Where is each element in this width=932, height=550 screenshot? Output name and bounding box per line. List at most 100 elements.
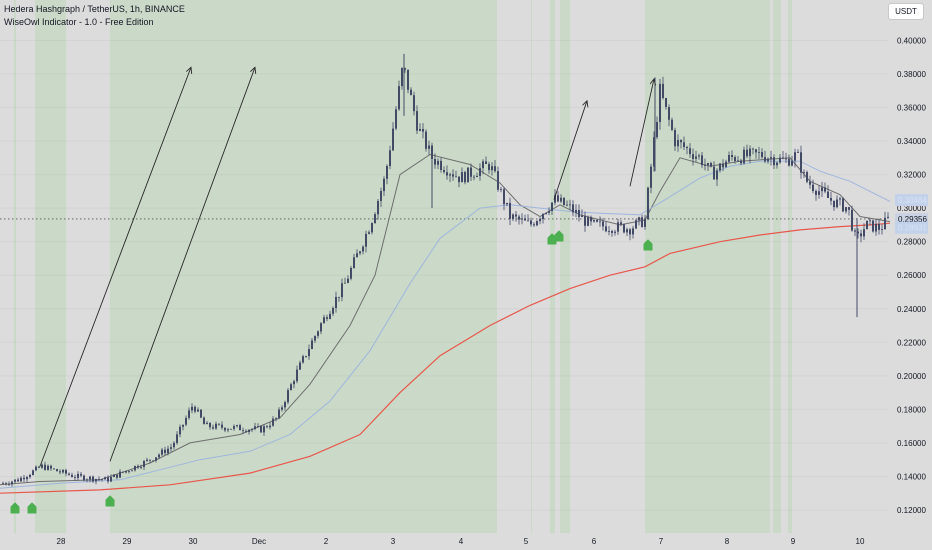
candles (2, 53, 889, 487)
candle-160 (482, 159, 484, 175)
candle-100 (302, 354, 304, 364)
candle-291 (875, 219, 877, 236)
y-tick-label-0: 0.40000 (897, 36, 926, 45)
candle-108 (326, 314, 328, 322)
candle-216 (650, 163, 652, 194)
candle-75 (227, 427, 229, 433)
candle-127 (383, 176, 385, 196)
candle-263 (791, 155, 793, 167)
candle-181 (545, 212, 547, 215)
candle-70 (212, 424, 214, 430)
candle-38 (116, 474, 118, 480)
grid (0, 218, 888, 220)
candle-33 (101, 478, 103, 482)
candle-48 (146, 457, 148, 462)
candle-144 (434, 153, 436, 169)
candle-7 (23, 475, 25, 483)
candle-277 (833, 200, 835, 211)
price-axis: 0.40000 0.38000 0.36000 0.34000 0.32000 0.300… (897, 36, 926, 515)
candle-32 (98, 476, 100, 481)
y-tick-label-8: 0.24000 (897, 305, 926, 314)
candle-138 (416, 105, 418, 134)
candle-13 (41, 463, 43, 469)
candle-179 (539, 217, 541, 225)
candle-290 (872, 220, 874, 233)
candle-161 (485, 156, 487, 165)
candle-246 (740, 158, 742, 166)
candle-17 (53, 468, 55, 470)
indicator-label[interactable]: WiseOwl Indicator - 1.0 - Free Edition (4, 17, 154, 27)
candle-194 (584, 211, 586, 232)
candle-170 (512, 213, 514, 222)
y-tick-label-4: 0.32000 (897, 171, 926, 180)
candle-234 (704, 158, 706, 171)
candle-118 (356, 249, 358, 258)
candle-43 (131, 469, 133, 472)
candle-111 (335, 291, 337, 313)
candle-237 (713, 161, 715, 180)
candle-233 (701, 152, 703, 169)
candle-149 (449, 172, 451, 183)
y-tick-label-12: 0.16000 (897, 439, 926, 448)
currency-button[interactable]: USDT (888, 3, 924, 20)
candle-271 (815, 189, 817, 201)
candle-40 (122, 471, 124, 474)
svg-text:0.30484: 0.30484 (898, 196, 927, 205)
candle-93 (281, 405, 283, 412)
candle-87 (263, 424, 265, 436)
candle-204 (614, 229, 616, 236)
candle-130 (392, 122, 394, 152)
candle-22 (68, 472, 70, 476)
candle-29 (89, 475, 91, 483)
candle-209 (629, 227, 631, 241)
candle-99 (299, 360, 301, 370)
candle-231 (695, 150, 697, 162)
candle-62 (188, 407, 190, 420)
buy-signal-3 (547, 233, 557, 245)
candle-164 (494, 160, 496, 173)
candle-188 (566, 200, 568, 207)
candle-90 (272, 416, 274, 427)
candle-222 (668, 104, 670, 127)
candle-162 (488, 161, 490, 174)
candle-165 (497, 166, 499, 192)
candle-182 (548, 207, 550, 216)
candle-132 (398, 80, 400, 111)
candle-226 (680, 139, 682, 149)
highlight-zone-8 (788, 0, 792, 533)
candle-268 (806, 170, 808, 184)
x-tick-label-6: 4 (459, 537, 464, 546)
candle-180 (542, 213, 544, 224)
candle-211 (635, 218, 637, 230)
candle-201 (605, 221, 607, 233)
candle-205 (617, 218, 619, 235)
ema-slow-line (0, 222, 891, 494)
candle-57 (173, 441, 175, 450)
y-tick-label-3: 0.34000 (897, 137, 926, 146)
candle-141 (425, 129, 427, 152)
candle-198 (596, 219, 598, 223)
candle-284 (854, 228, 856, 237)
candle-293 (881, 224, 883, 235)
candle-92 (278, 407, 280, 420)
candle-60 (182, 424, 184, 431)
trend-arrow-1 (109, 67, 255, 462)
x-tick-label-3: Dec (252, 537, 266, 546)
candle-156 (470, 163, 472, 181)
candle-27 (83, 474, 85, 482)
candle-96 (290, 382, 292, 391)
candle-214 (644, 214, 646, 230)
candle-272 (818, 185, 820, 199)
candle-104 (314, 335, 316, 343)
candle-136 (410, 87, 412, 96)
candle-256 (770, 150, 772, 166)
x-tick-label-12: 10 (856, 537, 865, 546)
candle-195 (587, 215, 589, 227)
candle-3 (11, 480, 13, 487)
candle-225 (677, 134, 679, 152)
candle-235 (707, 162, 709, 171)
candle-82 (248, 429, 250, 435)
